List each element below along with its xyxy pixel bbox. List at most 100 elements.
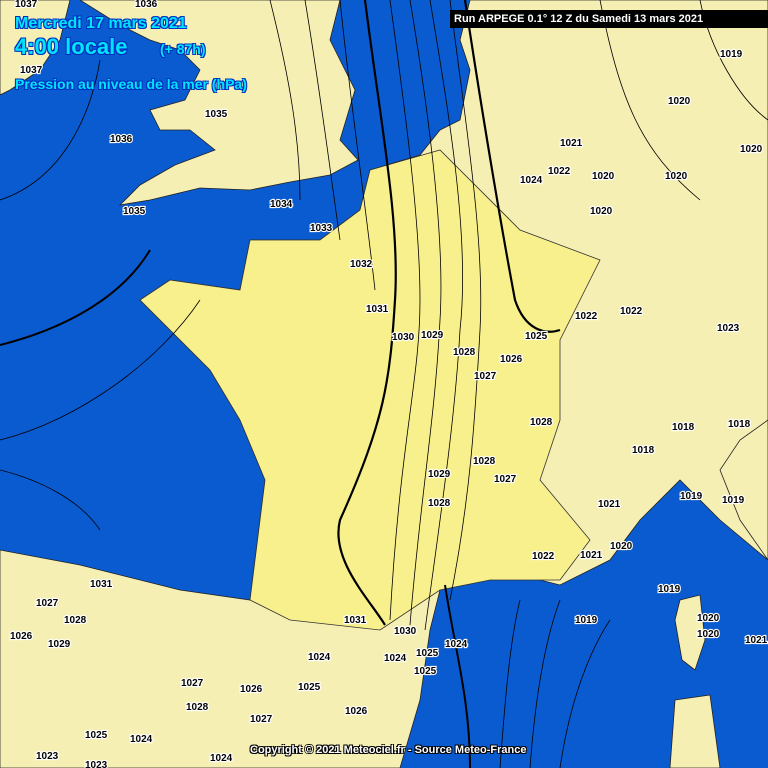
isobar-label: 1029	[48, 639, 71, 650]
isobar-label: 1024	[384, 653, 407, 664]
ireland	[0, 0, 71, 96]
isobar-line	[337, 0, 397, 626]
copyright: Copyright © 2021 Meteociel.fr - Source M…	[250, 744, 527, 756]
isobar-label: 1028	[428, 498, 451, 509]
sardinia	[669, 694, 721, 768]
isobar-label: 1020	[592, 171, 615, 182]
isobar-label: 1026	[240, 684, 263, 695]
isobar-line	[444, 584, 471, 768]
isobar-label: 1024	[445, 639, 468, 650]
isobar-label: 1037	[20, 65, 43, 76]
isobar-label: 1023	[36, 751, 59, 762]
isobar-line	[499, 599, 521, 768]
isobar-label: 1021	[560, 138, 583, 149]
isobar-label: 1028	[473, 456, 496, 467]
isobar-label: 1021	[598, 499, 621, 510]
isobar-label: 1020	[668, 96, 691, 107]
isobar-line	[304, 0, 341, 241]
isobar-label: 1025	[85, 730, 108, 741]
isobar-label: 1025	[298, 682, 321, 693]
isobar-label: 1018	[632, 445, 655, 456]
isobar-label: 1027	[181, 678, 204, 689]
isobar-label: 1024	[130, 734, 153, 745]
isobar-label: 1020	[697, 629, 720, 640]
isobar-label: 1033	[310, 223, 333, 234]
isobar-label: 1031	[90, 579, 113, 590]
isobar-label: 1021	[745, 635, 768, 646]
isobar-line	[409, 0, 442, 626]
isobar-label: 1020	[740, 144, 763, 155]
isobar-label: 1034	[270, 199, 293, 210]
isobar-label: 1029	[428, 469, 451, 480]
isobar-label: 1031	[366, 304, 389, 315]
isobar-line	[449, 0, 482, 601]
isobar-label: 1027	[494, 474, 517, 485]
isobar-line	[389, 0, 421, 621]
isobar-label: 1028	[453, 347, 476, 358]
isobar-label: 1029	[421, 330, 444, 341]
isobar-label: 1020	[610, 541, 633, 552]
isobar-label: 1020	[697, 613, 720, 624]
isobar-label: 1022	[532, 551, 555, 562]
isobar-line	[0, 59, 101, 201]
isobar-label: 1026	[345, 706, 368, 717]
isobar-label: 1025	[525, 331, 548, 342]
isobar-label: 1020	[665, 171, 688, 182]
isobar-line	[463, 0, 561, 333]
isobar-label: 1031	[344, 615, 367, 626]
isobar-label: 1025	[414, 666, 437, 677]
isobar-label: 1028	[186, 702, 209, 713]
parameter-title: Pression au niveau de la mer (hPa)	[15, 76, 247, 92]
isobar-label: 1032	[350, 259, 373, 270]
italy-peninsula	[719, 419, 768, 561]
isobar-label: 1026	[500, 354, 523, 365]
isobar-label: 1030	[392, 332, 415, 343]
isobar-label: 1019	[680, 491, 703, 502]
isobar-label: 1035	[205, 109, 228, 120]
forecast-time: 4:00 locale	[15, 34, 128, 59]
isobar-label: 1036	[110, 134, 133, 145]
isobar-line	[0, 299, 201, 441]
isobar-line	[0, 249, 151, 346]
isobar-label: 1027	[36, 598, 59, 609]
isobar-label: 1019	[722, 495, 745, 506]
isobar-label: 1019	[720, 49, 743, 60]
isobar-line	[0, 469, 101, 531]
great-britain	[79, 0, 359, 206]
isobar-label: 1027	[250, 714, 273, 725]
isobar-label: 1025	[416, 648, 439, 659]
isobar-label: 1019	[658, 584, 681, 595]
isobar-label: 1023	[85, 760, 108, 768]
isobar-line	[529, 599, 561, 768]
isobar-label: 1023	[717, 323, 740, 334]
isobar-label: 1024	[210, 753, 233, 764]
isobar-line	[559, 619, 611, 768]
corsica	[674, 594, 706, 671]
isobar-label: 1026	[10, 631, 33, 642]
isobar-label: 1030	[394, 626, 417, 637]
isobar-line	[269, 0, 301, 201]
run-info: Run ARPEGE 0.1° 12 Z du Samedi 13 mars 2…	[450, 10, 768, 28]
forecast-lead: (+ 87h)	[160, 41, 206, 57]
isobar-line	[424, 0, 464, 631]
isobar-label: 1036	[135, 0, 158, 10]
france	[139, 149, 601, 631]
isobar-label: 1027	[474, 371, 497, 382]
isobar-label: 1018	[728, 419, 751, 430]
forecast-date: Mercredi 17 mars 2021	[15, 15, 187, 32]
isobar-label: 1035	[123, 206, 146, 217]
isobar-label: 1024	[308, 652, 331, 663]
isobar-label: 1020	[590, 206, 613, 217]
isobar-line	[599, 0, 701, 201]
isobar-label: 1022	[620, 306, 643, 317]
isobar-label: 1021	[580, 550, 603, 561]
isobar-label: 1018	[672, 422, 695, 433]
isobar-label: 1037	[15, 0, 38, 10]
isobar-label: 1019	[575, 615, 598, 626]
isobar-label: 1028	[64, 615, 87, 626]
isobar-line	[339, 0, 376, 291]
isobar-labels: 1037 1036 1037 1035 1036 1035 1034 1033 1032 1031…	[9, 0, 768, 768]
